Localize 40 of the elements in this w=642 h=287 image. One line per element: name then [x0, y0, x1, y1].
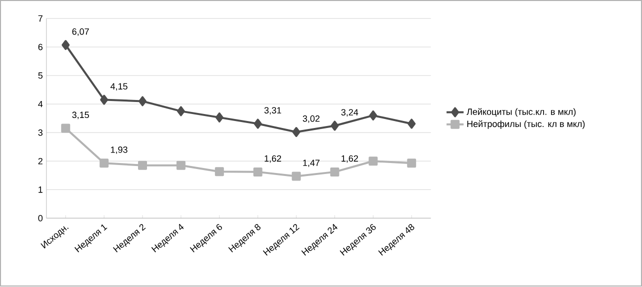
point: [176, 161, 186, 170]
point: [330, 120, 339, 131]
y-tick-label: 7: [38, 16, 42, 22]
data-label: 4,15: [110, 83, 128, 91]
point: [215, 112, 224, 123]
point: [138, 96, 147, 106]
legend-label: Лейкоциты (тыс.кл. в мкл): [466, 108, 576, 117]
point: [292, 127, 300, 138]
point: [408, 118, 416, 129]
point: [253, 168, 262, 177]
point: [330, 168, 340, 177]
data-label: 3,24: [341, 109, 358, 117]
point: [61, 124, 70, 134]
point: [292, 172, 301, 181]
data-label: 3,15: [72, 112, 89, 120]
point: [100, 95, 108, 105]
point: [254, 118, 262, 129]
point: [369, 110, 378, 121]
y-tick-label: 5: [38, 72, 43, 79]
point: [214, 167, 224, 176]
point: [62, 40, 70, 50]
point: [100, 158, 109, 168]
y-tick-label: 2: [38, 158, 42, 164]
legend-label: Нейтрофилы (тыс. кл в мкл): [467, 120, 585, 130]
point: [138, 161, 148, 170]
y-tick-label: 3: [38, 130, 43, 136]
data-label: 3,02: [302, 116, 320, 124]
y-tick-label: 6: [38, 44, 43, 50]
data-label: 1,47: [303, 160, 320, 168]
y-tick-label: 4: [38, 101, 43, 108]
y-tick-label: 1: [38, 186, 42, 193]
data-label: 1,93: [110, 146, 128, 154]
y-tick-label: 0: [38, 215, 43, 222]
data-label: 1,62: [264, 156, 282, 163]
data-label: 6,07: [72, 28, 89, 36]
point: [176, 106, 185, 116]
data-label: 3,31: [264, 107, 282, 115]
data-label: 1,62: [342, 156, 358, 163]
point: [407, 158, 416, 168]
point: [368, 156, 378, 166]
